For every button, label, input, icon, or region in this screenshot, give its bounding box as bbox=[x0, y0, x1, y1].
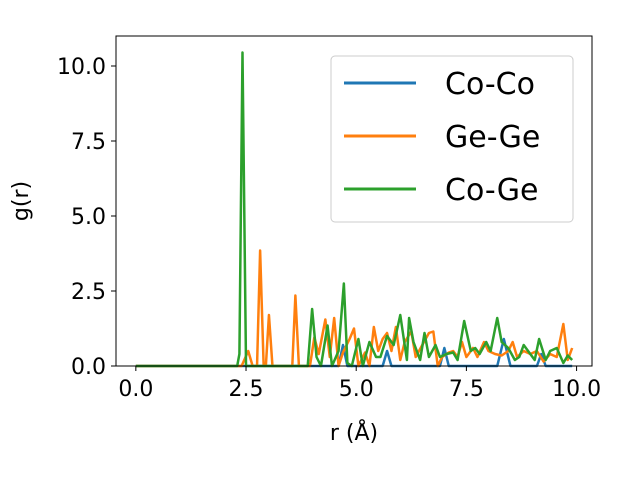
y-tick-label: 7.5 bbox=[71, 130, 106, 155]
x-tick-label: 7.5 bbox=[449, 377, 484, 402]
legend: Co-Co Ge-Ge Co-Ge bbox=[330, 55, 574, 223]
legend-label-co-ge: Co-Ge bbox=[445, 173, 539, 208]
y-tick-label: 5.0 bbox=[71, 205, 106, 230]
x-ticks: 0.0 2.5 5.0 7.5 10.0 bbox=[118, 366, 601, 402]
y-tick-label: 2.5 bbox=[71, 280, 106, 305]
x-tick-label: 5.0 bbox=[339, 377, 374, 402]
y-tick-label: 10.0 bbox=[57, 55, 106, 80]
y-ticks: 0.0 2.5 5.0 7.5 10.0 bbox=[57, 55, 116, 380]
x-tick-label: 10.0 bbox=[552, 377, 601, 402]
x-tick-label: 2.5 bbox=[229, 377, 264, 402]
x-axis-label: r (Å) bbox=[330, 419, 378, 446]
series-line-ge-ge bbox=[135, 249, 574, 368]
legend-box bbox=[330, 55, 574, 223]
x-tick-label: 0.0 bbox=[118, 377, 153, 402]
legend-label-co-co: Co-Co bbox=[445, 67, 535, 102]
legend-label-ge-ge: Ge-Ge bbox=[445, 120, 540, 155]
y-tick-label: 0.0 bbox=[71, 355, 106, 380]
axes-frame bbox=[115, 35, 593, 367]
series-line-co-ge bbox=[135, 51, 574, 368]
series-layer bbox=[135, 51, 574, 368]
y-axis-label: g(r) bbox=[9, 181, 34, 221]
